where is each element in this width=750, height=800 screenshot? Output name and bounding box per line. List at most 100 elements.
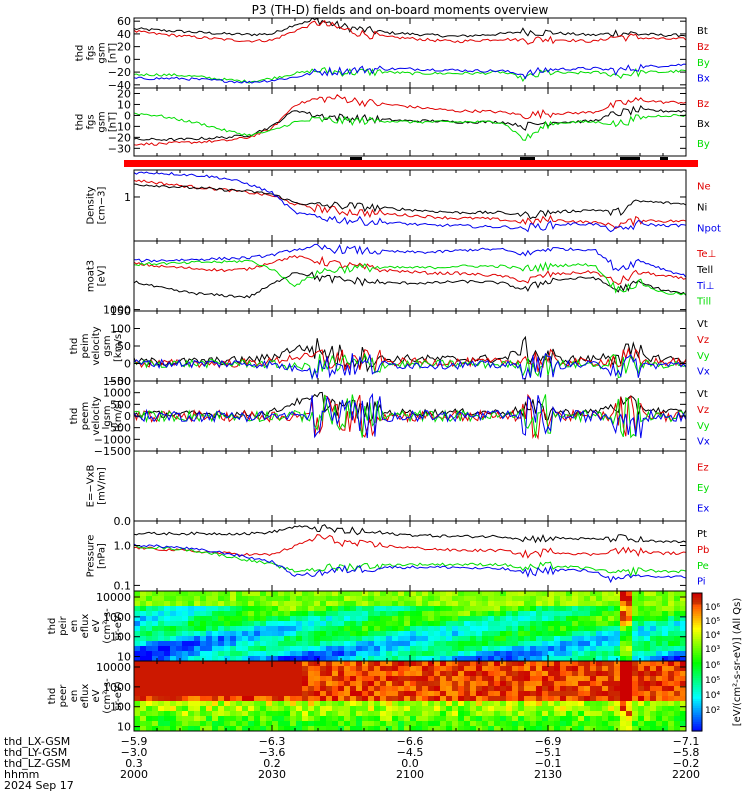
spectrogram-cell	[398, 711, 405, 717]
spectrogram-cell	[320, 616, 327, 622]
spectrogram-cell	[314, 691, 321, 697]
spectrogram-cell	[218, 691, 225, 697]
spectrogram-cell	[242, 616, 249, 622]
spectrogram-cell	[272, 646, 279, 652]
spectrogram-cell	[638, 676, 645, 682]
spectrogram-cell	[590, 701, 597, 707]
spectrogram-cell	[320, 691, 327, 697]
spectrogram-cell	[668, 621, 675, 627]
spectrogram-cell	[362, 611, 369, 617]
spectrogram-cell	[362, 616, 369, 622]
spectrogram-cell	[284, 676, 291, 682]
spectrogram-cell	[164, 686, 171, 692]
spectrogram-cell	[170, 591, 177, 597]
spectrogram-cell	[404, 681, 411, 687]
spectrogram-cell	[296, 711, 303, 717]
spectrogram-cell	[656, 721, 663, 727]
spectrogram-cell	[182, 701, 189, 707]
colorbar-label: [eV/(cm²-s-sr-eV)] (All Qs)	[732, 598, 743, 727]
colorbar-swatch	[692, 701, 702, 704]
spectrogram-cell	[446, 601, 453, 607]
spectrogram-cell	[656, 626, 663, 632]
y-axis-label: sr-eV)	[113, 681, 124, 710]
spectrogram-cell	[140, 701, 147, 707]
spectrogram-cell	[440, 696, 447, 702]
spectrogram-cell	[260, 656, 267, 661]
spectrogram-cell	[266, 636, 273, 642]
spectrogram-cell	[296, 626, 303, 632]
spectrogram-cell	[272, 666, 279, 672]
spectrogram-cell	[506, 726, 513, 731]
spectrogram-cell	[596, 721, 603, 727]
spectrogram-cell	[446, 646, 453, 652]
spectrogram-cell	[278, 621, 285, 627]
spectrogram-cell	[308, 621, 315, 627]
spectrogram-cell	[278, 661, 285, 667]
spectrogram-cell	[344, 591, 351, 597]
spectrogram-cell	[512, 686, 519, 692]
spectrogram-cell	[650, 681, 657, 687]
legend-vx: Vx	[697, 437, 710, 448]
spectrogram-cell	[194, 721, 201, 727]
spectrogram-cell	[404, 656, 411, 661]
spectrogram-cell	[506, 606, 513, 612]
spectrogram-cell	[248, 691, 255, 697]
spectrogram-cell	[554, 601, 561, 607]
spectrogram-cell	[278, 706, 285, 712]
spectrogram-cell	[662, 606, 669, 612]
spectrogram-cell	[236, 611, 243, 617]
spectrogram-cell	[572, 661, 579, 667]
spectrogram-cell	[434, 716, 441, 722]
spectrogram-cell	[650, 656, 657, 661]
spectrogram-cell	[500, 621, 507, 627]
spectrogram-cell	[356, 591, 363, 597]
spectrogram-cell	[194, 606, 201, 612]
spectrogram-cell	[530, 646, 537, 652]
spectrogram-cell	[296, 686, 303, 692]
spectrogram-cell	[458, 601, 465, 607]
spectrogram-cell	[584, 666, 591, 672]
spectrogram-cell	[278, 626, 285, 632]
spectrogram-cell	[620, 631, 627, 637]
spectrogram-cell	[236, 641, 243, 647]
spectrogram-cell	[506, 696, 513, 702]
spectrogram-cell	[596, 681, 603, 687]
spectrogram-cell	[266, 621, 273, 627]
spectrogram-cell	[230, 691, 237, 697]
spectrogram-cell	[386, 631, 393, 637]
spectrogram-cell	[662, 721, 669, 727]
spectrogram-cell	[602, 701, 609, 707]
spectrogram-cell	[416, 616, 423, 622]
spectrogram-cell	[572, 726, 579, 731]
spectrogram-cell	[320, 676, 327, 682]
spectrogram-cell	[374, 596, 381, 602]
spectrogram-cell	[524, 671, 531, 677]
spectrogram-cell	[194, 676, 201, 682]
spectrogram-cell	[170, 636, 177, 642]
spectrogram-cell	[428, 696, 435, 702]
spectrogram-cell	[440, 606, 447, 612]
spectrogram-cell	[662, 596, 669, 602]
spectrogram-cell	[302, 701, 309, 707]
spectrogram-cell	[224, 611, 231, 617]
spectrogram-cell	[314, 686, 321, 692]
spectrogram-cell	[608, 611, 615, 617]
spectrogram-cell	[530, 621, 537, 627]
spectrogram-cell	[566, 706, 573, 712]
spectrogram-cell	[188, 671, 195, 677]
spectrogram-cell	[152, 641, 159, 647]
spectrogram-cell	[380, 596, 387, 602]
spectrogram-cell	[602, 641, 609, 647]
spectrogram-cell	[572, 701, 579, 707]
spectrogram-cell	[536, 696, 543, 702]
spectrogram-cell	[296, 696, 303, 702]
spectrogram-cell	[254, 661, 261, 667]
y-tick-label: −20	[108, 131, 131, 144]
spectrogram-cell	[392, 621, 399, 627]
spectrogram-cell	[446, 696, 453, 702]
spectrogram-cell	[182, 621, 189, 627]
spectrogram-cell	[644, 676, 651, 682]
spectrogram-cell	[638, 596, 645, 602]
spectrogram-cell	[182, 616, 189, 622]
spectrogram-cell	[380, 661, 387, 667]
